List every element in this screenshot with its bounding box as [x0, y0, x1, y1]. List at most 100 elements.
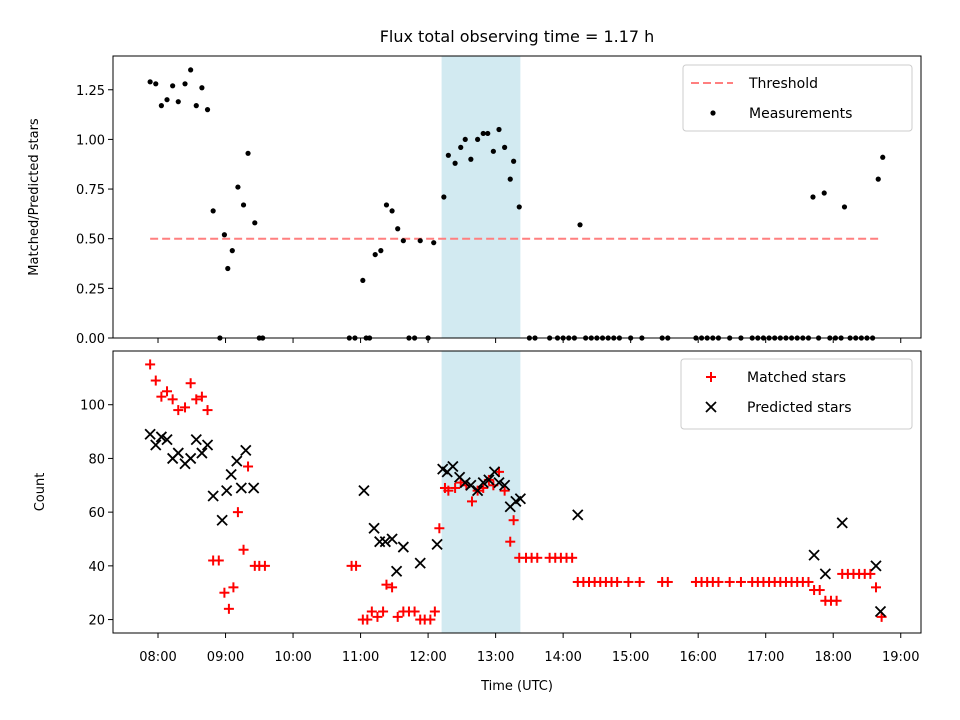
matched-star-point	[228, 582, 239, 593]
predicted-star-point-b	[185, 452, 197, 465]
top-panel-y-ticks: 0.00 0.25 0.50 0.75 1.00 1.25	[76, 84, 113, 347]
matched-star-point	[362, 614, 373, 625]
predicted-star-point	[808, 549, 820, 561]
x-tick-label: 15:00	[612, 650, 649, 665]
legend-label: Matched stars	[747, 370, 846, 386]
predicted-star-point	[483, 474, 495, 486]
predicted-star-point-b	[498, 479, 511, 491]
x-axis-label: Time (UTC)	[480, 679, 553, 694]
matched-star-point	[429, 606, 440, 617]
bottom-panel-legend: Matched stars Predicted stars	[680, 358, 913, 430]
predicted-star-point	[514, 493, 527, 505]
legend-predicted-swatch	[705, 401, 717, 413]
predicted-star-point	[874, 605, 887, 618]
x-tick-label: 12:00	[409, 650, 446, 665]
matched-star-point	[713, 576, 724, 587]
matched-star-point	[450, 482, 461, 493]
matched-star-point	[180, 402, 191, 413]
bottom-y-tick-label: 60	[88, 506, 105, 521]
measurement-point	[475, 136, 481, 143]
matched-star-point	[213, 555, 224, 566]
bottom-panel-marks	[144, 359, 887, 625]
matched-star-point	[372, 611, 383, 622]
predicted-star-point	[150, 439, 162, 451]
predicted-star-point	[248, 482, 260, 494]
measurement-point	[516, 204, 522, 210]
predicted-star-point	[216, 514, 228, 526]
bottom-panel: Count Time (UTC) 20 40 60 80 100 08:00 09:00 1…	[33, 350, 922, 694]
predicted-star-point	[190, 433, 202, 446]
predicted-star-point-b	[161, 433, 173, 446]
predicted-star-point	[870, 560, 882, 572]
measurement-point	[182, 81, 188, 87]
matched-star-point	[392, 611, 403, 622]
measurement-point	[252, 220, 258, 226]
legend-box	[682, 64, 913, 132]
matched-star-point	[443, 485, 454, 496]
matched-star-point	[243, 461, 254, 472]
measurement-point	[875, 176, 881, 182]
measurement-point	[188, 67, 194, 73]
legend-measurement-swatch	[710, 110, 716, 116]
predicted-star-point	[459, 476, 471, 489]
matched-star-point	[425, 614, 436, 625]
predicted-star-point	[431, 538, 443, 551]
predicted-star-point	[201, 439, 214, 451]
predicted-star-point-b	[870, 560, 882, 572]
bottom-panel-x-ticks: 08:00 09:00 10:00 11:00 12:00 13:00 14:00 15:00…	[139, 633, 919, 665]
measurement-point	[153, 81, 159, 87]
predicted-star-point-b	[240, 444, 252, 457]
matched-star-point	[381, 579, 392, 590]
predicted-star-point	[493, 476, 505, 489]
matched-star-point	[202, 405, 213, 416]
bottom-y-tick-label: 20	[88, 614, 105, 629]
predicted-star-point	[414, 557, 426, 569]
predicted-star-point	[386, 533, 398, 545]
matched-star-point	[191, 394, 202, 405]
measurement-point	[431, 240, 437, 246]
measurement-point	[389, 208, 395, 214]
predicted-star-point-b	[465, 479, 477, 491]
bottom-panel-y-axis-label: Count	[33, 473, 48, 512]
matched-star-point	[466, 496, 477, 507]
measurement-point	[210, 208, 216, 214]
legend-predicted-swatch-b	[705, 401, 717, 413]
matched-star-point	[803, 576, 814, 587]
x-tick-label: 18:00	[814, 650, 851, 665]
predicted-star-point	[397, 541, 409, 553]
measurement-point	[496, 126, 502, 133]
predicted-star-point	[144, 428, 156, 440]
matched-star-point	[145, 359, 156, 370]
measurement-point	[511, 158, 517, 164]
predicted-star-point	[498, 479, 511, 491]
predicted-star-point	[390, 565, 403, 577]
measurement-point	[372, 251, 378, 258]
top-y-tick-label: 1.25	[76, 84, 105, 99]
predicted-star-point-b	[386, 533, 398, 545]
matched-star-point	[219, 587, 230, 598]
matched-star-point	[162, 386, 173, 397]
measurement-point	[441, 194, 447, 200]
predicted-star-point	[225, 468, 237, 481]
legend-label: Measurements	[749, 106, 852, 122]
predicted-star-point	[240, 444, 252, 457]
matched-star-point	[735, 576, 746, 587]
predicted-star-point	[379, 536, 391, 548]
measurement-point	[240, 202, 247, 208]
predicted-star-point	[235, 482, 247, 494]
measurement-point	[452, 160, 458, 166]
matched-star-point	[505, 536, 516, 547]
predicted-star-point-b	[150, 439, 162, 451]
top-panel-legend: Threshold Measurements	[682, 64, 913, 132]
matched-star-point	[814, 585, 825, 596]
measurement-point	[221, 232, 228, 238]
top-y-tick-label: 0.75	[76, 183, 105, 198]
predicted-star-point-b	[207, 490, 219, 502]
matched-star-point	[434, 523, 445, 534]
predicted-star-point-b	[144, 428, 156, 440]
matched-star-point	[623, 576, 634, 587]
x-tick-label: 08:00	[139, 650, 176, 665]
measurement-point	[158, 103, 164, 109]
measurement-point	[225, 265, 231, 272]
top-panel-marks	[147, 67, 886, 341]
